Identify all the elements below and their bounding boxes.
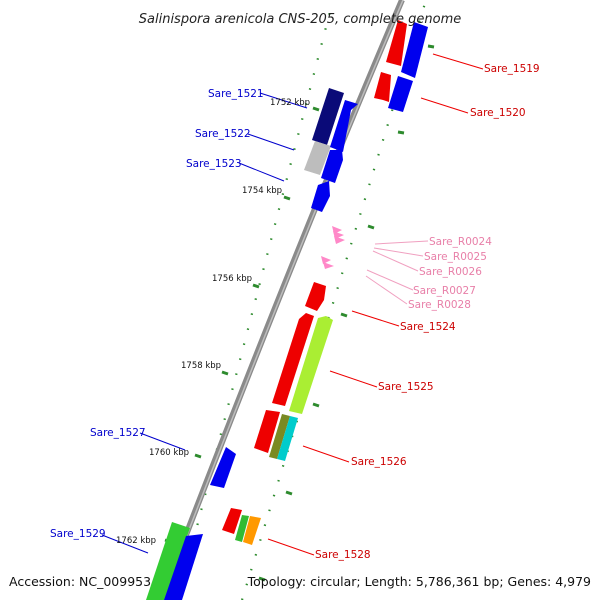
leader-sare-r0024 — [374, 240, 429, 245]
gene-sare-1522[interactable] — [304, 141, 331, 175]
track-tick — [312, 402, 320, 408]
topology-text: Topology: circular; Length: 5,786,361 bp… — [247, 574, 591, 589]
leader-sare-r0027 — [366, 269, 414, 291]
leader-sare-1520 — [420, 97, 469, 114]
trna-sare-r0028[interactable] — [323, 262, 334, 269]
leader-sare-1522 — [247, 133, 295, 151]
kbp-tick — [194, 453, 202, 459]
kbp-label-1760: 1760 kbp — [149, 448, 189, 458]
gene-blue-1[interactable] — [330, 100, 358, 152]
track-tick — [258, 576, 266, 582]
gene-sare-1523[interactable] — [311, 181, 330, 212]
gene-sare-1528[interactable] — [222, 508, 242, 534]
gene-sare-1520-a[interactable] — [374, 72, 391, 102]
gene-sare-1519-b[interactable] — [401, 22, 428, 78]
gene-sare-1527[interactable] — [210, 447, 236, 488]
leader-sare-1521 — [259, 92, 308, 109]
track-tick — [397, 130, 405, 135]
gene-label-sare-1527[interactable]: Sare_1527 — [90, 427, 146, 439]
leader-sare-1525 — [329, 370, 378, 388]
kbp-label-1756: 1756 kbp — [212, 274, 252, 284]
trna-sare-r0027[interactable] — [321, 256, 331, 264]
gene-label-sare-r0025[interactable]: Sare_R0025 — [424, 251, 487, 263]
kbp-tick — [312, 106, 320, 112]
kbp-label-1762: 1762 kbp — [116, 536, 156, 546]
gene-label-sare-1529[interactable]: Sare_1529 — [50, 528, 106, 540]
gene-blue-2[interactable] — [321, 150, 343, 183]
kbp-tick — [252, 283, 260, 289]
gene-label-sare-r0024[interactable]: Sare_R0024 — [429, 236, 492, 248]
leader-sare-r0025 — [373, 247, 424, 257]
track-tick — [340, 312, 348, 318]
genome-backbone-highlight — [161, 0, 404, 600]
kbp-label-1754: 1754 kbp — [242, 186, 282, 196]
gene-green-small[interactable] — [235, 515, 249, 542]
gene-label-sare-r0026[interactable]: Sare_R0026 — [419, 266, 482, 278]
track-tick — [427, 44, 435, 49]
leader-sare-1526 — [302, 445, 350, 463]
gene-cyan[interactable] — [277, 416, 298, 461]
track-tick — [367, 224, 375, 230]
leader-sare-r0026 — [372, 250, 419, 272]
gene-label-sare-1519[interactable]: Sare_1519 — [484, 63, 540, 75]
gene-label-sare-1526[interactable]: Sare_1526 — [351, 456, 407, 468]
gene-sare-1526[interactable] — [254, 410, 280, 453]
gene-light-green[interactable] — [289, 316, 333, 414]
track-tick — [285, 490, 293, 496]
gene-label-sare-1528[interactable]: Sare_1528 — [315, 549, 371, 561]
leader-sare-r0028 — [365, 275, 408, 305]
gene-sare-1529-blue[interactable] — [164, 534, 203, 600]
accession-text: Accession: NC_009953 — [9, 574, 151, 589]
map-title: Salinispora arenicola CNS-205, complete … — [139, 12, 461, 27]
gene-label-sare-1523[interactable]: Sare_1523 — [186, 158, 242, 170]
leader-sare-1519 — [432, 53, 484, 70]
gene-sare-1524[interactable] — [305, 282, 326, 311]
gene-label-sare-1522[interactable]: Sare_1522 — [195, 128, 251, 140]
gene-sare-1525[interactable] — [272, 313, 314, 406]
gene-sare-1521[interactable] — [312, 88, 344, 145]
gene-sare-1520-b[interactable] — [388, 76, 413, 112]
gene-label-sare-1525[interactable]: Sare_1525 — [378, 381, 434, 393]
leader-sare-1528 — [267, 538, 315, 556]
gene-label-sare-1520[interactable]: Sare_1520 — [470, 107, 526, 119]
gene-label-sare-1524[interactable]: Sare_1524 — [400, 321, 456, 333]
gene-label-sare-1521[interactable]: Sare_1521 — [208, 88, 264, 100]
kbp-tick — [221, 370, 229, 376]
gene-label-sare-r0028[interactable]: Sare_R0028 — [408, 299, 471, 311]
kbp-tick — [283, 195, 291, 201]
gene-orange[interactable] — [243, 516, 261, 545]
gene-olive[interactable] — [269, 414, 290, 459]
gene-sare-1519-a[interactable] — [386, 20, 407, 66]
leader-sare-1527 — [139, 432, 186, 451]
leader-sare-1523 — [238, 162, 285, 182]
gene-label-sare-r0027[interactable]: Sare_R0027 — [413, 285, 476, 297]
leader-sare-1524 — [351, 310, 400, 327]
leader-sare-1529 — [101, 534, 149, 554]
genome-backbone — [158, 0, 405, 600]
trna-sare-r0026[interactable] — [334, 236, 345, 244]
gene-sare-1529-green[interactable] — [146, 522, 190, 600]
kbp-label-1758: 1758 kbp — [181, 361, 221, 371]
kbp-label-1752: 1752 kbp — [270, 98, 310, 108]
